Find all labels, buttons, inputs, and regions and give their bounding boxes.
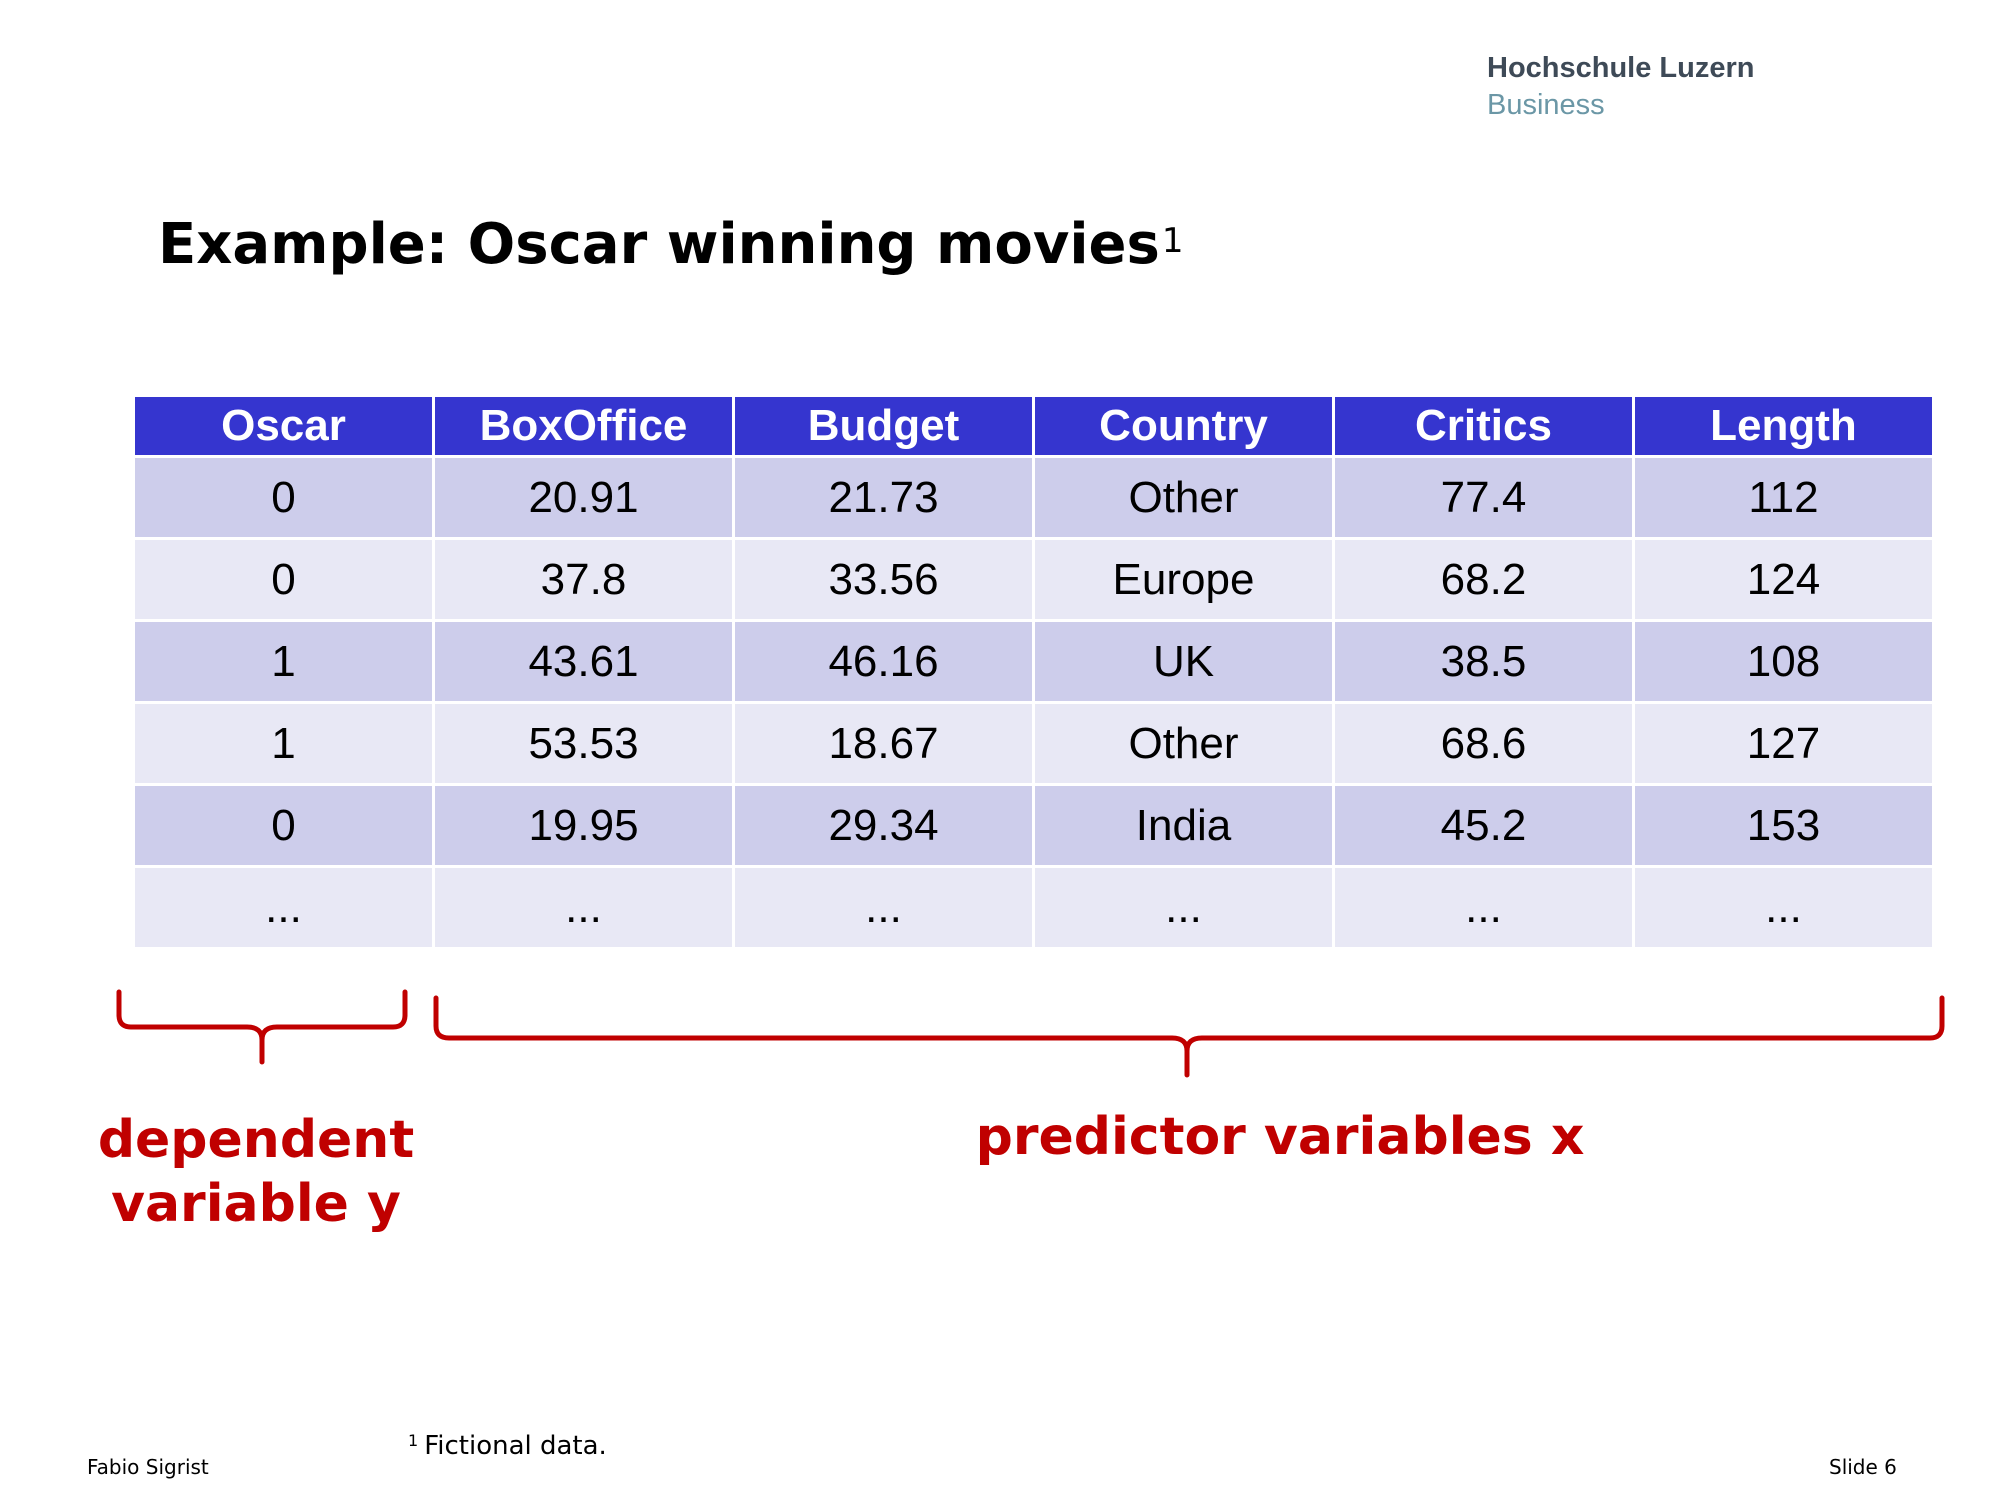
table-cell: ... — [1335, 868, 1632, 947]
title-footnote-mark: 1 — [1161, 221, 1184, 261]
table-cell: ... — [1635, 868, 1932, 947]
table-cell: ... — [435, 868, 732, 947]
predictor-brace — [433, 995, 1945, 1078]
table-cell: Other — [1035, 704, 1332, 783]
table-cell: 0 — [135, 786, 432, 865]
table-header-row: Oscar BoxOffice Budget Country Critics L… — [135, 397, 1932, 455]
table-cell: 20.91 — [435, 458, 732, 537]
column-header-boxoffice: BoxOffice — [435, 397, 732, 455]
table-row: ... ... ... ... ... ... — [135, 868, 1932, 947]
table-cell: 112 — [1635, 458, 1932, 537]
dependent-brace — [116, 989, 408, 1065]
university-logo: Hochschule Luzern Business — [1487, 50, 1755, 124]
column-header-length: Length — [1635, 397, 1932, 455]
table-cell: 108 — [1635, 622, 1932, 701]
table-cell: 0 — [135, 458, 432, 537]
dependent-label-line1: dependent — [97, 1110, 415, 1170]
table-cell: 43.61 — [435, 622, 732, 701]
footer-author: Fabio Sigrist — [87, 1455, 209, 1479]
table-cell: 46.16 — [735, 622, 1032, 701]
table-cell: 18.67 — [735, 704, 1032, 783]
footnote-mark: 1 — [408, 1431, 419, 1450]
table-cell: Other — [1035, 458, 1332, 537]
predictor-variables-label: predictor variables x — [975, 1107, 1585, 1167]
table-cell: India — [1035, 786, 1332, 865]
table-cell: 1 — [135, 622, 432, 701]
table-row: 0 20.91 21.73 Other 77.4 112 — [135, 458, 1932, 537]
table-cell: 37.8 — [435, 540, 732, 619]
table-row: 1 53.53 18.67 Other 68.6 127 — [135, 704, 1932, 783]
table-cell: 21.73 — [735, 458, 1032, 537]
table-cell: 124 — [1635, 540, 1932, 619]
table-cell: 53.53 — [435, 704, 732, 783]
movies-table: Oscar BoxOffice Budget Country Critics L… — [132, 394, 1935, 950]
column-header-country: Country — [1035, 397, 1332, 455]
footer-slide-number: Slide 6 — [1829, 1455, 1897, 1479]
slide-title-text: Example: Oscar winning movies — [158, 212, 1160, 277]
logo-institution: Hochschule Luzern — [1487, 52, 1755, 84]
table-row: 0 19.95 29.34 India 45.2 153 — [135, 786, 1932, 865]
table-cell: 68.2 — [1335, 540, 1632, 619]
table-cell: 127 — [1635, 704, 1932, 783]
footnote-text: Fictional data. — [424, 1431, 607, 1461]
table-cell: 153 — [1635, 786, 1932, 865]
table-cell: 0 — [135, 540, 432, 619]
table-row: 1 43.61 46.16 UK 38.5 108 — [135, 622, 1932, 701]
column-header-budget: Budget — [735, 397, 1032, 455]
table-cell: 33.56 — [735, 540, 1032, 619]
table-cell: ... — [1035, 868, 1332, 947]
table-cell: Europe — [1035, 540, 1332, 619]
dependent-variable-label: dependent variable y — [68, 1108, 444, 1236]
slide-title: Example: Oscar winning movies1 — [158, 210, 1184, 280]
table-cell: 29.34 — [735, 786, 1032, 865]
table-cell: 77.4 — [1335, 458, 1632, 537]
table-cell: UK — [1035, 622, 1332, 701]
table-cell: ... — [735, 868, 1032, 947]
column-header-critics: Critics — [1335, 397, 1632, 455]
table-cell: ... — [135, 868, 432, 947]
table-cell: 68.6 — [1335, 704, 1632, 783]
dependent-label-line2: variable y — [111, 1174, 401, 1234]
logo-department: Business — [1487, 89, 1605, 121]
column-header-oscar: Oscar — [135, 397, 432, 455]
table-cell: 19.95 — [435, 786, 732, 865]
table-cell: 45.2 — [1335, 786, 1632, 865]
table-cell: 38.5 — [1335, 622, 1632, 701]
table-row: 0 37.8 33.56 Europe 68.2 124 — [135, 540, 1932, 619]
table-cell: 1 — [135, 704, 432, 783]
footnote: 1 Fictional data. — [408, 1431, 607, 1461]
